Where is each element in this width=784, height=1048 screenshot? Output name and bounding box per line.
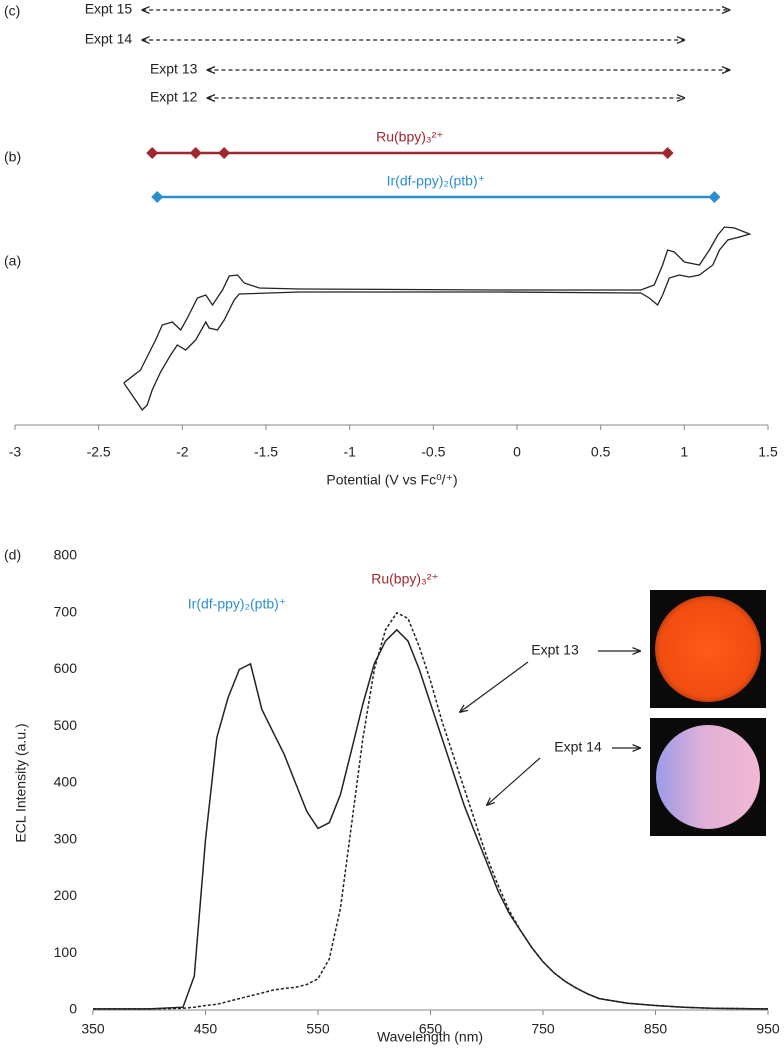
potential-marker: [189, 147, 202, 159]
x-tick-label: 850: [644, 1021, 668, 1037]
window-label: Expt 12: [150, 89, 198, 105]
potential-marker: [151, 191, 164, 203]
spectrum-line: [93, 628, 769, 1010]
spectrum-line: [93, 611, 769, 1010]
potential-marker: [661, 147, 674, 159]
x-axis-label: Potential (V vs Fc⁰/⁺): [326, 472, 457, 488]
panel-label: (c): [4, 3, 20, 19]
y-tick-label: 400: [54, 774, 78, 790]
x-tick-label: -2: [176, 444, 189, 460]
panel-label: (d): [4, 547, 21, 563]
x-tick-label: -3: [9, 444, 22, 460]
annotation: Ru(bpy)₃²⁺: [371, 571, 439, 587]
x-tick-label: -1: [343, 444, 356, 460]
x-tick-label: 650: [419, 1021, 443, 1037]
annotation: Ir(df-ppy)₂(ptb)⁺: [188, 596, 286, 612]
y-tick-label: 600: [54, 660, 78, 676]
y-tick-label: 500: [54, 717, 78, 733]
y-tick-label: 100: [54, 944, 78, 960]
potential-marker: [218, 147, 231, 159]
x-tick-label: 1: [680, 444, 688, 460]
x-tick-label: -1.5: [254, 444, 278, 460]
potential-label: Ru(bpy)₃²⁺: [376, 129, 444, 145]
panel-label: (a): [4, 253, 21, 269]
y-tick-label: 0: [69, 1001, 77, 1017]
arrow: [487, 757, 541, 805]
x-tick-label: 950: [756, 1021, 780, 1037]
potential-marker: [146, 147, 159, 159]
x-tick-label: -2.5: [87, 444, 111, 460]
x-tick-label: 0.5: [591, 444, 611, 460]
y-axis-label: ECL Intensity (a.u.): [13, 723, 29, 842]
photo-orange: [650, 590, 766, 708]
photo-pink: [650, 718, 766, 836]
x-tick-label: 550: [306, 1021, 330, 1037]
potential-marker: [708, 191, 721, 203]
window-label: Expt 14: [85, 31, 133, 47]
potential-label: Ir(df-ppy)₂(ptb)⁺: [387, 173, 485, 189]
x-tick-label: 350: [81, 1021, 105, 1037]
series-label: Expt 14: [554, 739, 602, 755]
y-tick-label: 300: [54, 830, 78, 846]
panel-label: (b): [4, 149, 21, 165]
y-tick-label: 200: [54, 887, 78, 903]
y-tick-label: 700: [54, 603, 78, 619]
y-tick-label: 800: [54, 547, 78, 563]
window-label: Expt 13: [150, 61, 198, 77]
series-label: Expt 13: [531, 642, 579, 658]
x-tick-label: 750: [531, 1021, 555, 1037]
x-tick-label: 1.5: [758, 444, 778, 460]
cv-trace: [123, 226, 752, 412]
x-tick-label: -0.5: [421, 444, 445, 460]
window-label: Expt 15: [85, 1, 133, 17]
x-tick-label: 0: [513, 444, 521, 460]
arrow: [460, 661, 529, 712]
x-axis-label: Wavelength (nm): [377, 1029, 483, 1045]
x-tick-label: 450: [194, 1021, 218, 1037]
